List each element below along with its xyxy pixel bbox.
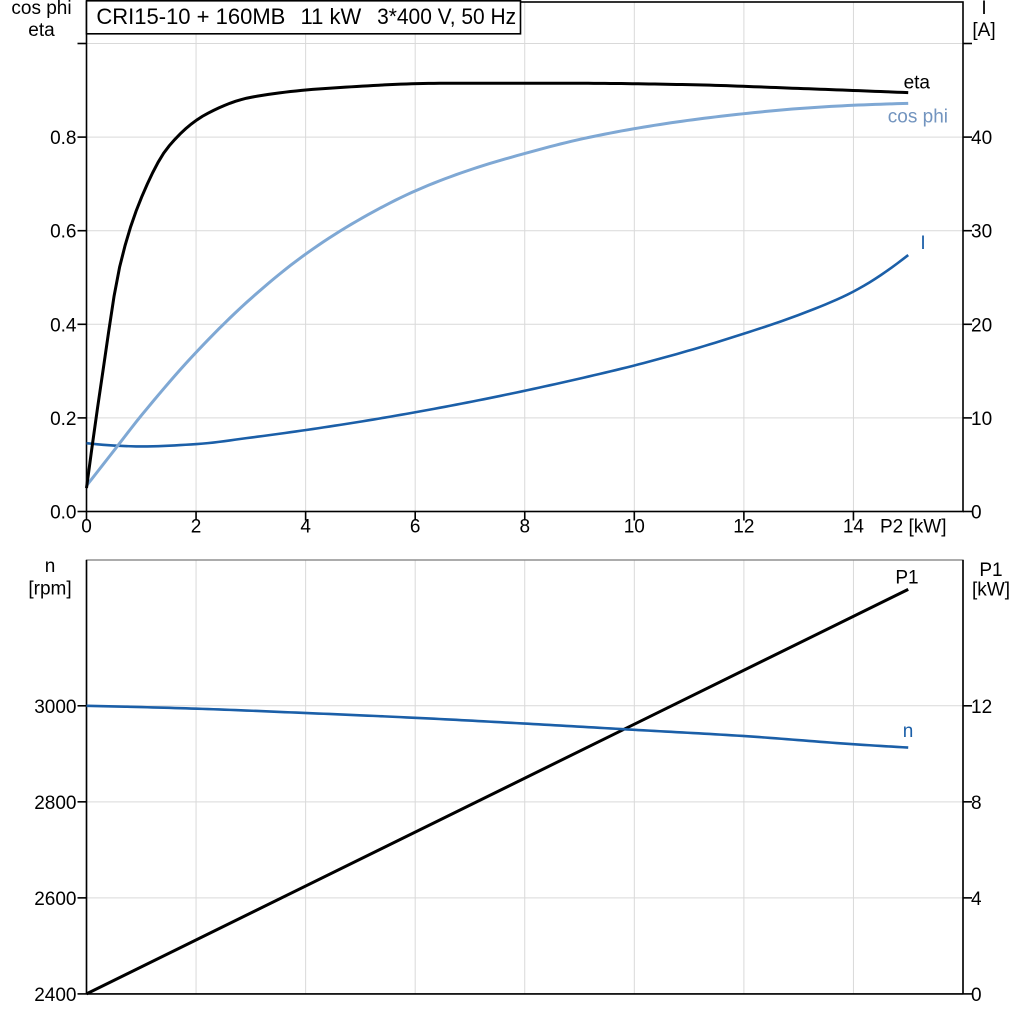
- svg-text:2600: 2600: [34, 889, 76, 910]
- svg-text:cos phi: cos phi: [11, 0, 71, 19]
- svg-text:4: 4: [971, 889, 982, 910]
- svg-text:0.4: 0.4: [50, 315, 77, 336]
- svg-text:P2 [kW]: P2 [kW]: [880, 517, 947, 538]
- svg-text:P1: P1: [979, 560, 1002, 581]
- svg-text:[kW]: [kW]: [972, 580, 1010, 601]
- svg-text:n: n: [45, 556, 56, 577]
- svg-text:0: 0: [971, 503, 982, 524]
- svg-text:[rpm]: [rpm]: [28, 579, 71, 600]
- svg-text:I: I: [981, 0, 986, 19]
- svg-text:8: 8: [971, 793, 982, 814]
- svg-text:3000: 3000: [34, 697, 76, 718]
- svg-text:P1: P1: [895, 568, 918, 589]
- svg-text:14: 14: [843, 517, 865, 538]
- svg-text:0.8: 0.8: [50, 128, 76, 149]
- svg-text:0.0: 0.0: [50, 503, 76, 524]
- svg-text:3*400 V, 50 Hz: 3*400 V, 50 Hz: [377, 4, 516, 29]
- svg-text:40: 40: [971, 128, 992, 149]
- svg-text:10: 10: [971, 409, 992, 430]
- svg-text:cos phi: cos phi: [888, 107, 948, 128]
- svg-text:CRI15-10 + 160MB: CRI15-10 + 160MB: [96, 4, 285, 29]
- svg-text:6: 6: [410, 517, 421, 538]
- svg-text:2: 2: [191, 517, 202, 538]
- svg-text:8: 8: [519, 517, 530, 538]
- svg-text:0: 0: [81, 517, 92, 538]
- svg-text:n: n: [903, 721, 914, 742]
- svg-text:0.2: 0.2: [50, 409, 76, 430]
- svg-text:0.6: 0.6: [50, 222, 76, 243]
- svg-text:12: 12: [971, 697, 992, 718]
- svg-text:4: 4: [300, 517, 311, 538]
- svg-text:eta: eta: [28, 20, 55, 41]
- svg-text:eta: eta: [904, 73, 931, 94]
- svg-text:11 kW: 11 kW: [301, 4, 362, 29]
- svg-text:2400: 2400: [34, 985, 76, 1006]
- svg-text:12: 12: [733, 517, 754, 538]
- svg-text:[A]: [A]: [972, 20, 995, 41]
- svg-text:0: 0: [971, 985, 982, 1006]
- svg-text:10: 10: [624, 517, 645, 538]
- svg-text:20: 20: [971, 315, 992, 336]
- svg-text:30: 30: [971, 222, 992, 243]
- svg-text:2800: 2800: [34, 793, 76, 814]
- svg-text:I: I: [920, 233, 925, 254]
